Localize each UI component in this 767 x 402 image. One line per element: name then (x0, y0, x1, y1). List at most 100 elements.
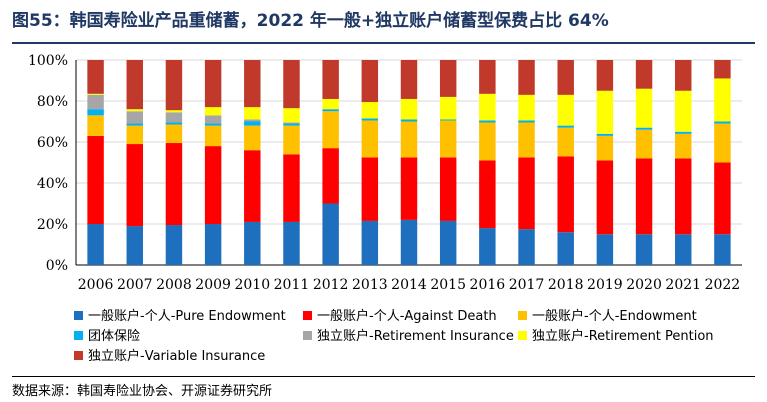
legend: 一般账户-个人-Pure Endowment 一般账户-个人-Against De… (74, 308, 714, 364)
bar-segment (635, 158, 653, 235)
x-tick-label: 2012 (313, 277, 349, 293)
bar-segment (204, 146, 222, 224)
bar-segment (714, 60, 731, 79)
x-tick-label: 2020 (626, 277, 662, 293)
bar-segment (361, 118, 379, 121)
stacked-bar-chart: 0%20%40%60%80%100% 2006 2007 2008 2009 2010 2… (28, 53, 742, 364)
x-tick-label: 2013 (352, 277, 388, 293)
bar-segment (635, 234, 653, 265)
bar-segment (361, 220, 379, 265)
x-tick-label: 2007 (117, 277, 153, 293)
bar-segment (675, 131, 692, 134)
bar-segment (400, 98, 418, 120)
bar-segment (87, 115, 104, 136)
legend-swatch (74, 331, 83, 340)
bar-segment (126, 111, 143, 124)
bar-segment (675, 90, 692, 132)
legend-swatch (74, 351, 83, 360)
bar-segment (165, 124, 183, 144)
bar-segment (675, 234, 692, 265)
bar-segment (635, 129, 653, 159)
bar-segment (204, 224, 222, 265)
bar-segment (361, 120, 379, 158)
bar-segment (87, 93, 104, 95)
bar-segment (165, 122, 183, 125)
bar-segment (518, 120, 535, 123)
bar-segment (635, 88, 653, 128)
x-tick-label: 2017 (509, 277, 545, 293)
bar-segment (87, 94, 104, 110)
bar-segment (400, 119, 418, 122)
bar-segment (714, 234, 731, 265)
bar-segment (479, 120, 496, 123)
bar-segment (244, 107, 261, 120)
bar-segment (87, 109, 104, 116)
bar-segment (283, 221, 300, 265)
bar-segment (126, 123, 143, 126)
bar-segment (596, 234, 614, 265)
bar-segment (714, 123, 731, 163)
bar-segment (244, 60, 261, 108)
y-tick-label: 40% (37, 176, 68, 192)
y-tick-label: 80% (37, 94, 68, 110)
bar-segment (283, 125, 300, 155)
bar-segment (283, 108, 300, 123)
bar-segment (479, 93, 496, 121)
bar-segment (204, 115, 222, 124)
bar-segment (400, 157, 418, 220)
bar-segment (557, 125, 574, 128)
bar-segment (244, 125, 261, 151)
bar-segment (204, 107, 222, 116)
x-tick-label: 2006 (78, 277, 114, 293)
bar-segment (322, 111, 339, 149)
bar-segment (439, 220, 457, 265)
source-divider (12, 376, 755, 377)
x-tick-label: 2022 (705, 277, 741, 293)
bar-segment (400, 219, 418, 265)
title-divider (12, 42, 755, 44)
bar-segment (439, 120, 457, 158)
bar-segment (204, 125, 222, 147)
x-tick-label: 2018 (548, 277, 584, 293)
legend-swatch (518, 311, 527, 320)
bar-segment (322, 98, 339, 110)
legend-label: 团体保险 (88, 329, 140, 344)
x-tick-label: 2014 (391, 277, 427, 293)
y-tick-label: 20% (37, 217, 68, 233)
bar-segment (283, 60, 300, 109)
bar-segment (557, 60, 574, 95)
y-tick-labels: 0% 20% 40% 60% 80% 100% (28, 53, 68, 274)
bar-segment (165, 225, 183, 265)
bar-segment (557, 156, 574, 233)
bar-segment (675, 133, 692, 159)
bar-segment (635, 60, 653, 89)
bar-segment (126, 109, 143, 112)
bar-segment (87, 224, 104, 265)
bar-segment (557, 232, 574, 265)
bar-segment (714, 78, 731, 122)
bar-segment (165, 60, 183, 111)
bar-segment (479, 228, 496, 265)
bar-segment (557, 94, 574, 126)
bar-segment (596, 135, 614, 161)
bar-segment (126, 226, 143, 265)
bar-segment (322, 60, 339, 99)
x-tick-label: 2011 (274, 277, 310, 293)
legend-label: 独立账户-Retirement Pention (532, 328, 714, 344)
bar-segment (439, 60, 457, 97)
bar-segment (596, 133, 614, 136)
bar-segment (400, 121, 418, 158)
legend-label: 一般账户-个人-Against Death (317, 308, 497, 324)
bar-segment (479, 122, 496, 161)
bar-segment (322, 109, 339, 112)
x-tick-label: 2021 (665, 277, 701, 293)
bar-segment (204, 123, 222, 126)
bar-segment (596, 160, 614, 235)
bar-segment (714, 121, 731, 124)
bar-segment (479, 160, 496, 229)
legend-swatch (74, 311, 83, 320)
bar-segment (283, 154, 300, 222)
bar-segment (165, 143, 183, 226)
bar-segment (165, 110, 183, 113)
legend-label: 独立账户-Retirement Insurance (317, 328, 514, 344)
